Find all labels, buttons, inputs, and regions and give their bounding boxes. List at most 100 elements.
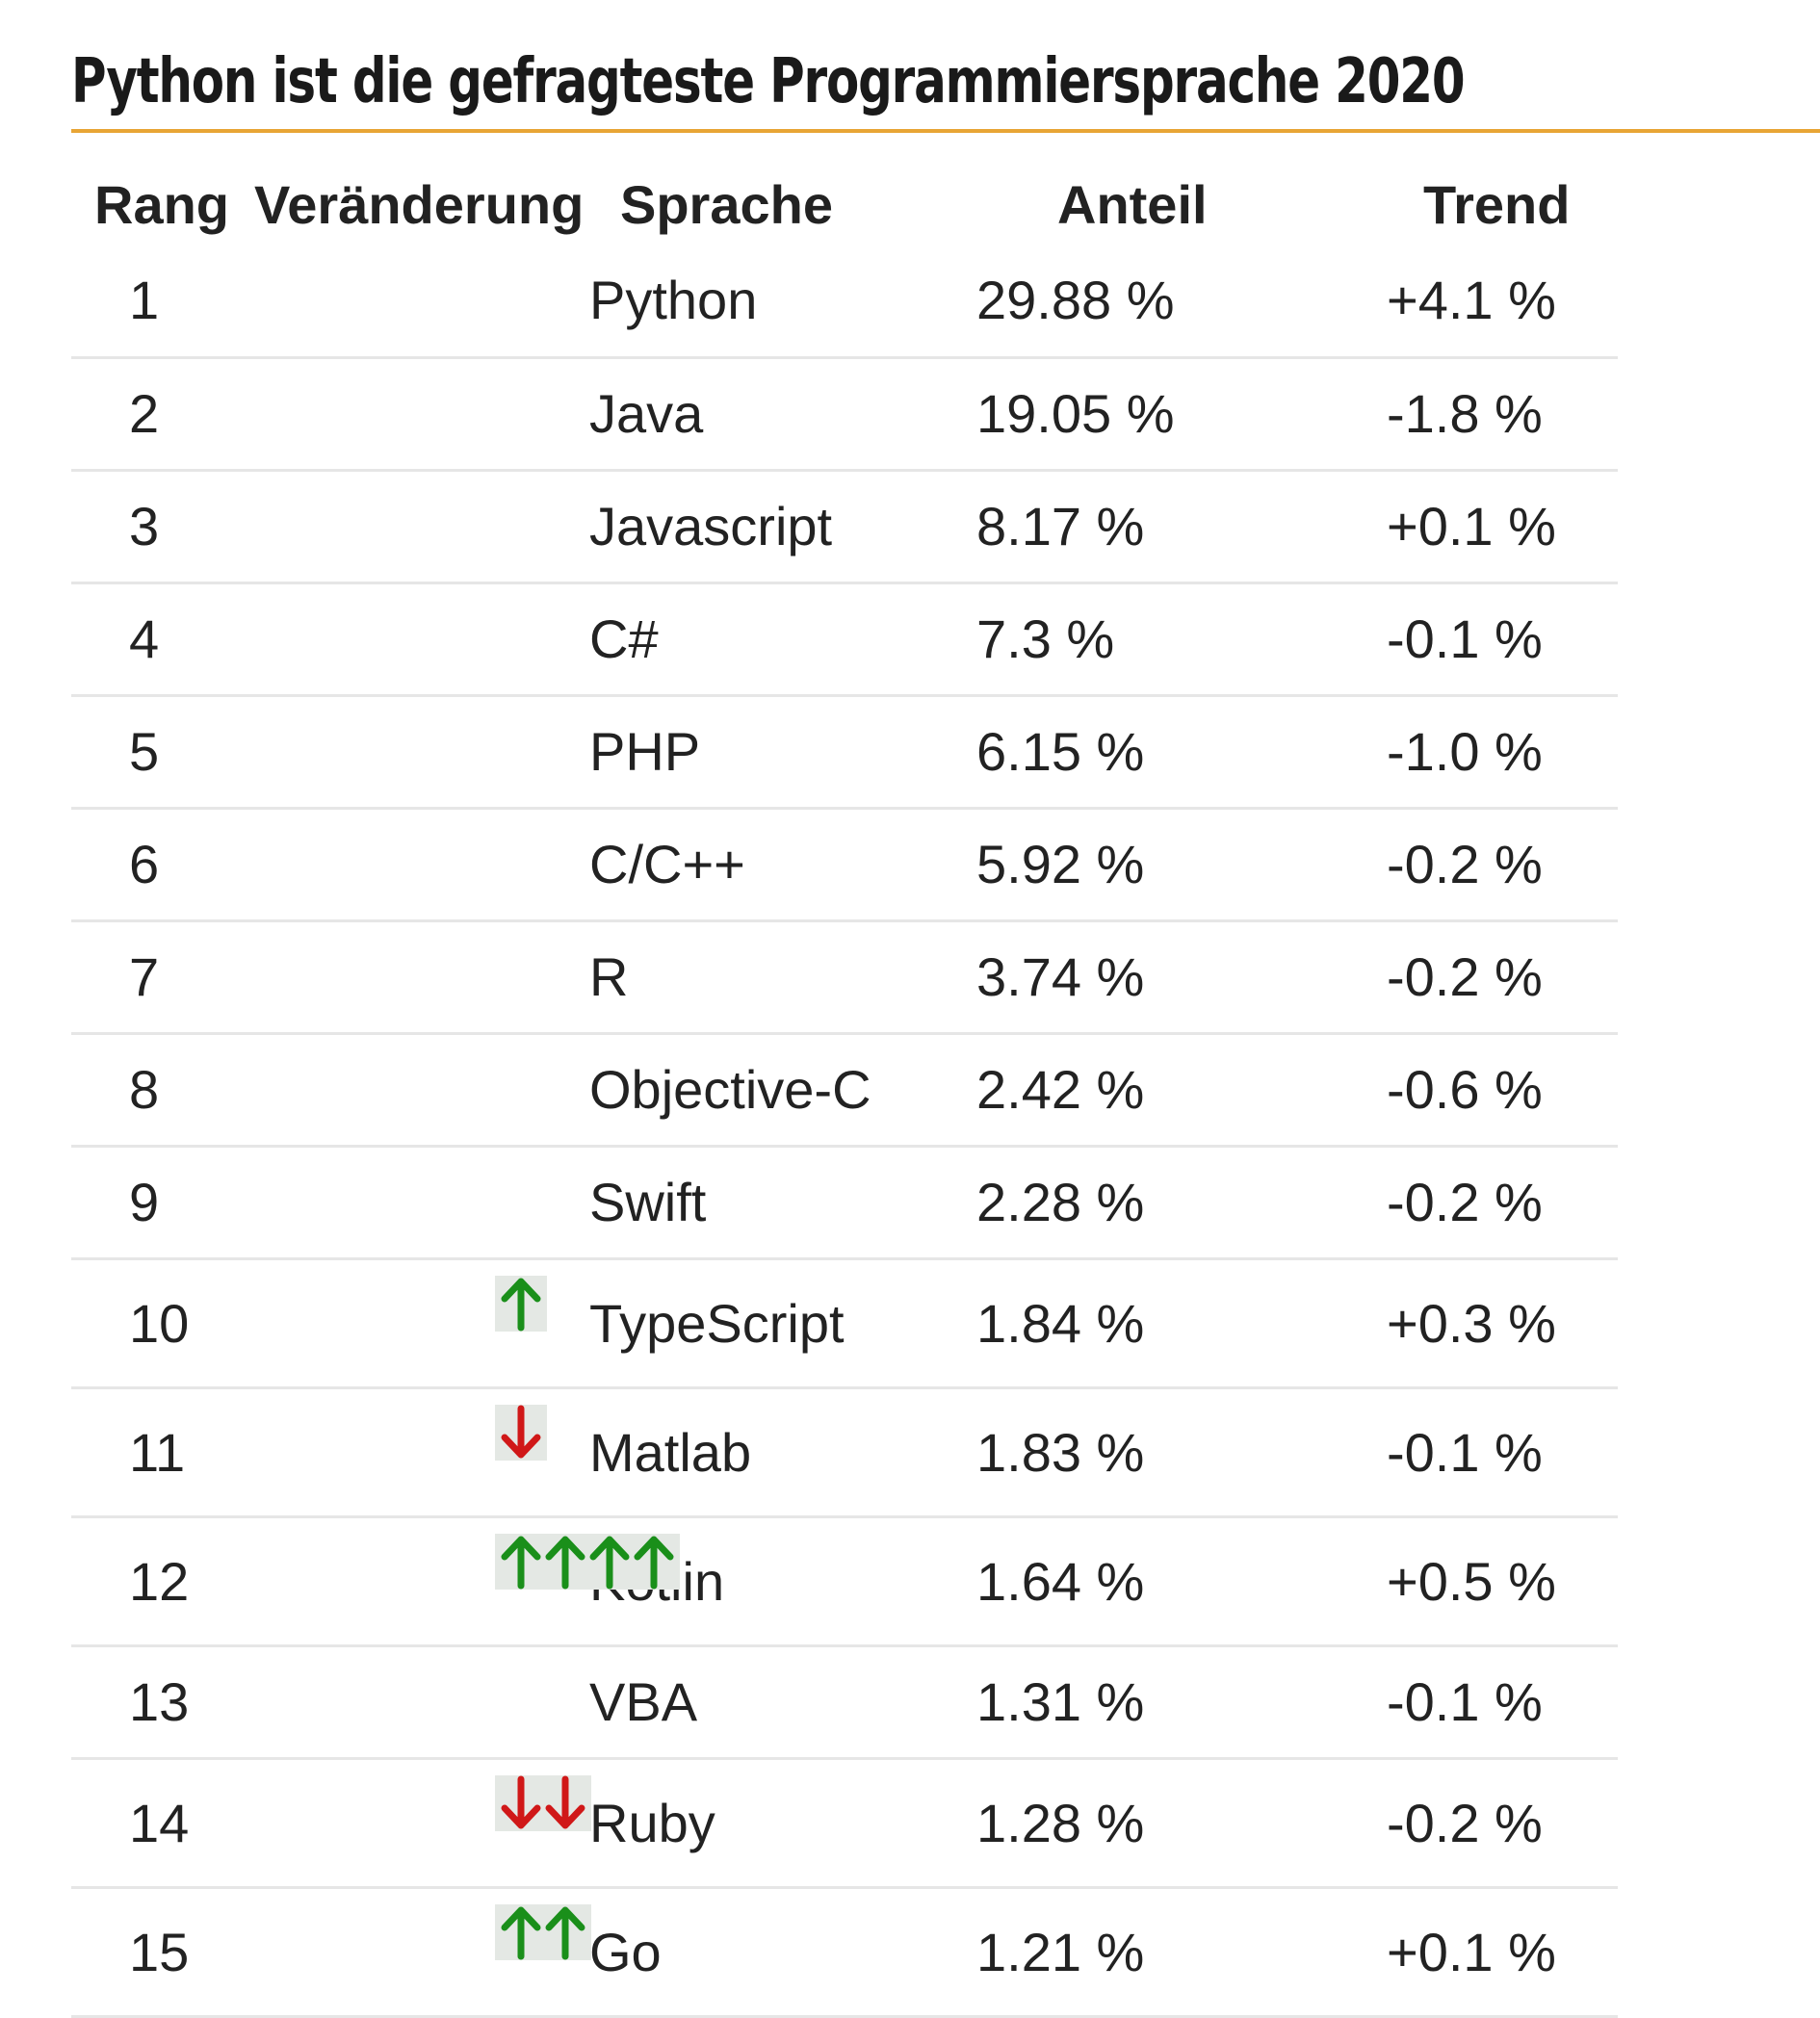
cell-share: 3.74 % bbox=[976, 920, 1304, 1035]
cell-change bbox=[254, 582, 582, 697]
header-share: Anteil bbox=[1057, 173, 1208, 235]
table-row: 7 R 3.74 % -0.2 % bbox=[71, 920, 1618, 1035]
cell-trend: -1.0 % bbox=[1304, 695, 1618, 810]
cell-share: 5.92 % bbox=[976, 808, 1304, 922]
rank-change-indicator bbox=[495, 1404, 547, 1461]
cell-trend: -1.8 % bbox=[1304, 357, 1618, 472]
arrow-down-icon bbox=[545, 1775, 585, 1828]
cell-trend: +0.1 % bbox=[1304, 470, 1618, 584]
header-change: Veränderung bbox=[254, 173, 585, 235]
cell-change bbox=[254, 695, 582, 810]
table-header-row: Rang Veränderung Sprache Anteil Trend bbox=[71, 164, 1618, 245]
page-title: Python ist die gefragteste Programmiersp… bbox=[71, 46, 1466, 117]
table-row: 8 Objective-C 2.42 % -0.6 % bbox=[71, 1033, 1618, 1148]
cell-rank: 13 bbox=[71, 1645, 254, 1760]
cell-change bbox=[254, 1516, 680, 1647]
table-row: 10 TypeScript 1.84 % +0.3 % bbox=[71, 1258, 1618, 1389]
cell-rank: 3 bbox=[71, 470, 254, 584]
cell-language: C# bbox=[582, 582, 976, 697]
arrow-up-icon bbox=[501, 1278, 541, 1331]
cell-trend: -0.6 % bbox=[1304, 1033, 1618, 1148]
rank-change-indicator bbox=[495, 1903, 591, 1960]
cell-rank: 11 bbox=[71, 1387, 254, 1518]
cell-share: 1.31 % bbox=[976, 1645, 1304, 1760]
arrow-up-icon bbox=[545, 1536, 585, 1589]
arrow-up-icon bbox=[634, 1536, 674, 1589]
cell-change bbox=[254, 1387, 582, 1518]
cell-trend: -0.2 % bbox=[1304, 808, 1618, 922]
cell-change bbox=[254, 470, 582, 584]
rank-change-indicator bbox=[495, 1533, 680, 1590]
arrow-up-icon bbox=[589, 1536, 630, 1589]
header-language: Sprache bbox=[620, 173, 833, 235]
table-row: 9 Swift 2.28 % -0.2 % bbox=[71, 1146, 1618, 1260]
cell-trend: -0.2 % bbox=[1304, 920, 1618, 1035]
cell-change bbox=[254, 1645, 582, 1760]
arrow-down-icon bbox=[501, 1775, 541, 1828]
arrow-up-icon bbox=[501, 1536, 541, 1589]
cell-language: Swift bbox=[582, 1146, 976, 1260]
cell-share: 2.28 % bbox=[976, 1146, 1304, 1260]
table-row: 3 Javascript 8.17 % +0.1 % bbox=[71, 470, 1618, 584]
cell-share: 8.17 % bbox=[976, 470, 1304, 584]
cell-rank: 8 bbox=[71, 1033, 254, 1148]
table-row: 13 VBA 1.31 % -0.1 % bbox=[71, 1645, 1618, 1760]
cell-change bbox=[254, 1887, 591, 2018]
cell-rank: 9 bbox=[71, 1146, 254, 1260]
cell-rank: 15 bbox=[71, 1887, 254, 2018]
cell-share: 7.3 % bbox=[976, 582, 1304, 697]
cell-trend: -0.2 % bbox=[1304, 1758, 1618, 1889]
table-row: 14 Ruby 1.28 % -0.2 % bbox=[71, 1758, 1618, 1889]
cell-language: Objective-C bbox=[582, 1033, 976, 1148]
cell-share: 1.21 % bbox=[976, 1887, 1304, 2018]
cell-trend: -0.1 % bbox=[1304, 582, 1618, 697]
cell-language: R bbox=[582, 920, 976, 1035]
table-row: 4 C# 7.3 % -0.1 % bbox=[71, 582, 1618, 697]
table-body: 1 Python 29.88 % +4.1 % 2 Java 19.05 % -1.8 % 3 J… bbox=[71, 245, 1618, 2018]
table-row: 11 Matlab 1.83 % -0.1 % bbox=[71, 1387, 1618, 1518]
cell-trend: -0.2 % bbox=[1304, 1146, 1618, 1260]
rank-change-indicator bbox=[495, 1275, 547, 1332]
arrow-up-icon bbox=[501, 1906, 541, 1959]
table-row: 15 Go 1.21 % +0.1 % bbox=[71, 1887, 1618, 2018]
cell-rank: 5 bbox=[71, 695, 254, 810]
cell-language: Java bbox=[582, 357, 976, 472]
cell-rank: 1 bbox=[71, 245, 254, 359]
cell-rank: 10 bbox=[71, 1258, 254, 1389]
cell-language: Python bbox=[582, 245, 976, 359]
cell-share: 1.83 % bbox=[976, 1387, 1304, 1518]
cell-share: 1.28 % bbox=[976, 1758, 1304, 1889]
arrow-up-icon bbox=[545, 1906, 585, 1959]
cell-trend: -0.1 % bbox=[1304, 1387, 1618, 1518]
cell-rank: 14 bbox=[71, 1758, 254, 1889]
cell-rank: 4 bbox=[71, 582, 254, 697]
cell-rank: 7 bbox=[71, 920, 254, 1035]
rank-change-indicator bbox=[495, 1774, 591, 1831]
cell-trend: +4.1 % bbox=[1304, 245, 1618, 359]
cell-language: Javascript bbox=[582, 470, 976, 584]
cell-trend: +0.5 % bbox=[1304, 1516, 1618, 1647]
table-row: 2 Java 19.05 % -1.8 % bbox=[71, 357, 1618, 472]
ranking-table: Rang Veränderung Sprache Anteil Trend 1 P… bbox=[71, 164, 1618, 2018]
cell-share: 6.15 % bbox=[976, 695, 1304, 810]
cell-language: C/C++ bbox=[582, 808, 976, 922]
header-trend: Trend bbox=[1423, 173, 1571, 235]
cell-rank: 12 bbox=[71, 1516, 254, 1647]
table-row: 1 Python 29.88 % +4.1 % bbox=[71, 245, 1618, 359]
arrow-down-icon bbox=[501, 1405, 541, 1458]
cell-change bbox=[254, 808, 582, 922]
cell-trend: +0.3 % bbox=[1304, 1258, 1618, 1389]
ranking-table-container: Rang Veränderung Sprache Anteil Trend 1 P… bbox=[71, 164, 1618, 2018]
cell-change bbox=[254, 245, 582, 359]
cell-change bbox=[254, 920, 582, 1035]
cell-share: 29.88 % bbox=[976, 245, 1304, 359]
cell-share: 1.64 % bbox=[976, 1516, 1304, 1647]
cell-share: 19.05 % bbox=[976, 357, 1304, 472]
cell-language: TypeScript bbox=[582, 1258, 976, 1389]
cell-change bbox=[254, 1258, 582, 1389]
cell-language: Matlab bbox=[582, 1387, 976, 1518]
cell-share: 1.84 % bbox=[976, 1258, 1304, 1389]
cell-change bbox=[254, 1758, 591, 1889]
cell-change bbox=[254, 1146, 582, 1260]
cell-rank: 6 bbox=[71, 808, 254, 922]
